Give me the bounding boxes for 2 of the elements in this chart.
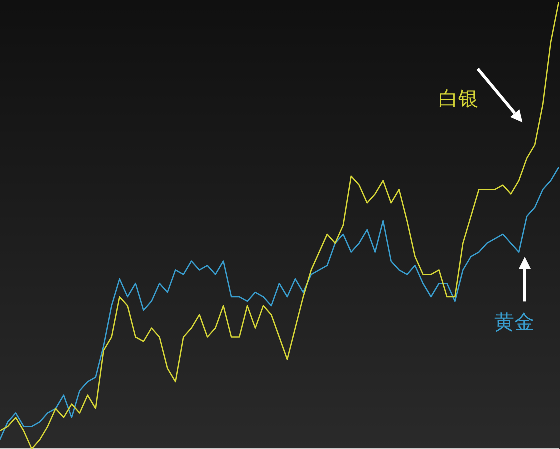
text: 白银	[438, 86, 478, 111]
series-label: 黄金	[494, 310, 534, 334]
